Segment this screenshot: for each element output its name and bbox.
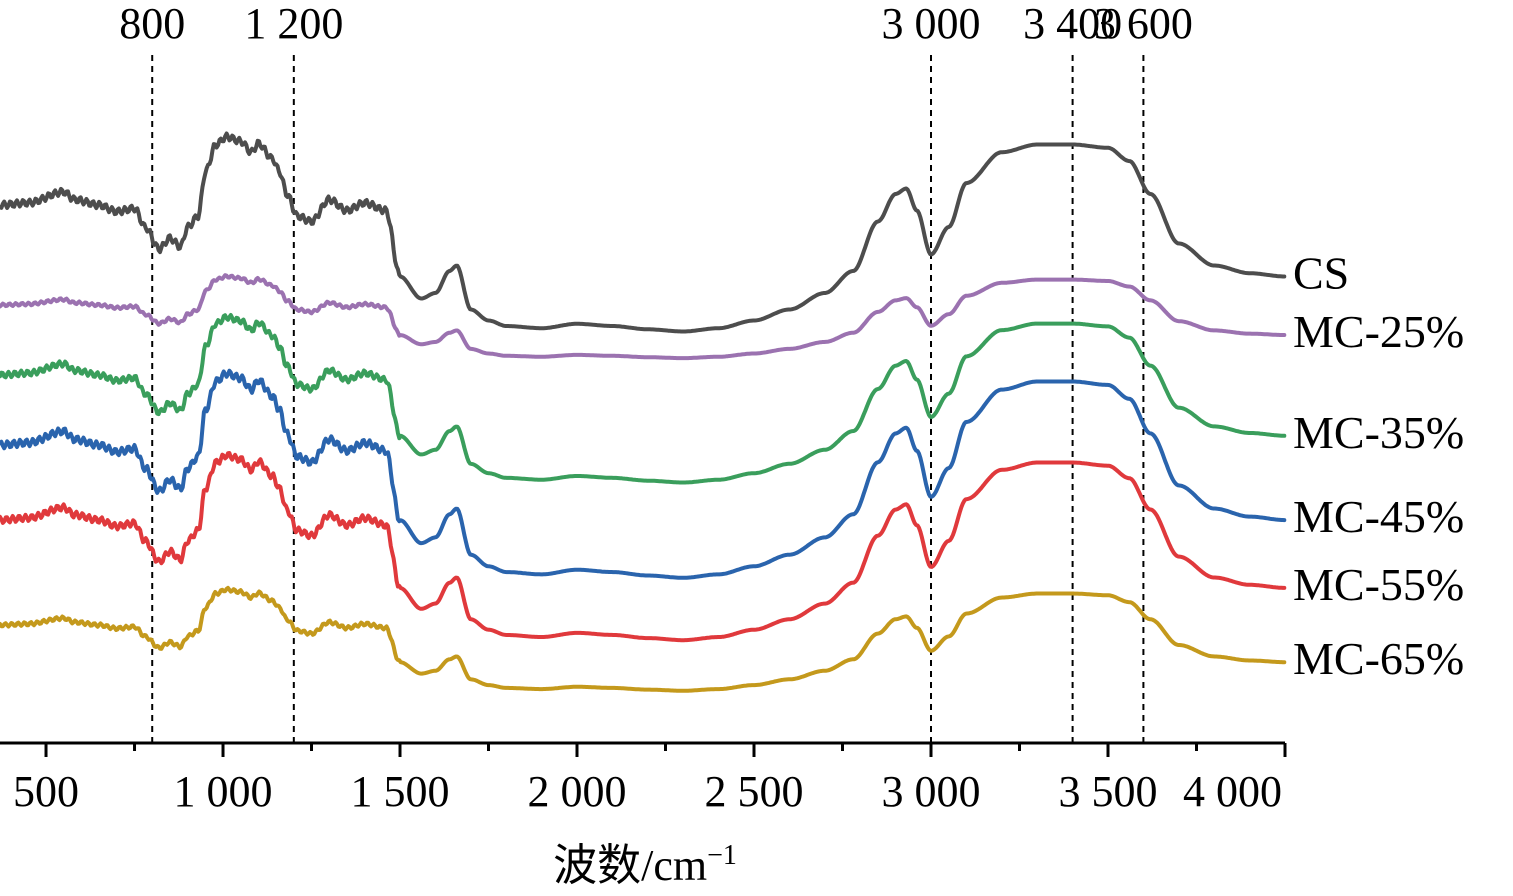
x-tick-label: 4 000 <box>1183 767 1282 816</box>
x-axis-title-superscript: −1 <box>707 840 737 871</box>
peak-label: 800 <box>119 0 185 48</box>
series-line <box>0 451 1287 643</box>
x-tick-label: 500 <box>13 767 79 816</box>
series-labels: CS MC-25% MC-35% MC-45% MC-55% MC-65% <box>1293 248 1464 685</box>
peak-label: 3 400 <box>1023 0 1122 48</box>
series-line <box>0 131 1287 334</box>
x-tick-label: 1 500 <box>351 767 450 816</box>
x-axis: 500 1 000 1 500 2 000 2 500 3 000 3 500 4 000 <box>0 741 1287 816</box>
x-tick-label: 2 500 <box>705 767 804 816</box>
peak-label: 1 200 <box>244 0 343 48</box>
series-label: MC-25% <box>1293 306 1464 357</box>
x-axis-title: 波数/cm−1 <box>553 840 737 890</box>
series-label: MC-35% <box>1293 407 1464 458</box>
x-tick-label: 1 000 <box>174 767 273 816</box>
x-tick-labels: 500 1 000 1 500 2 000 2 500 3 000 3 500 4 000 <box>13 767 1282 816</box>
series-label: CS <box>1293 248 1349 299</box>
series-label: MC-45% <box>1293 491 1464 542</box>
series-line <box>0 313 1287 485</box>
series-line <box>0 273 1287 361</box>
x-axis-title-text: 波数/cm <box>553 841 707 890</box>
x-ticks <box>44 743 1287 757</box>
series-label: MC-65% <box>1293 633 1464 684</box>
x-tick-label: 3 500 <box>1059 767 1158 816</box>
peak-label: 3 600 <box>1094 0 1193 48</box>
x-tick-label: 2 000 <box>528 767 627 816</box>
series-lines <box>0 131 1287 693</box>
peak-label: 3 000 <box>882 0 981 48</box>
series-line <box>0 585 1287 693</box>
x-tick-label: 3 000 <box>882 767 981 816</box>
series-label: MC-55% <box>1293 559 1464 610</box>
series-line <box>0 368 1287 580</box>
